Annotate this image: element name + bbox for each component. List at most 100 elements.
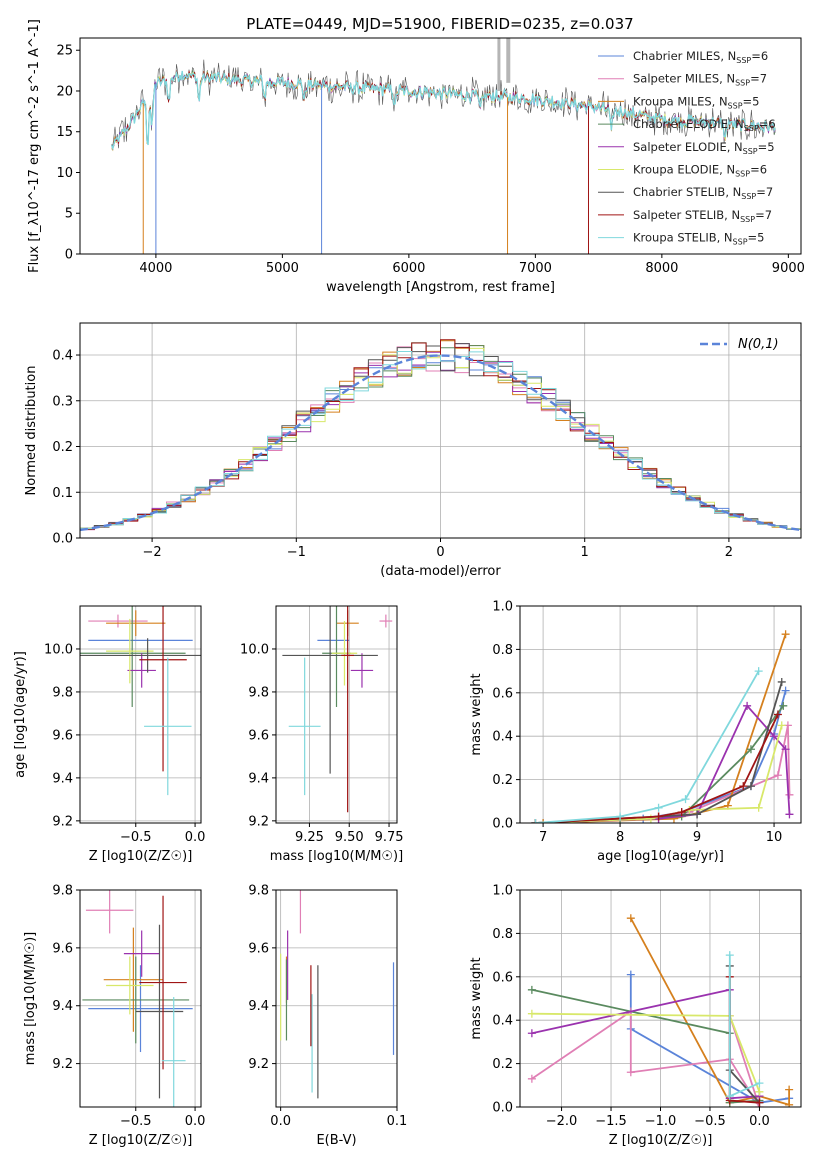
x-tick-label: −0.5 — [120, 1114, 152, 1129]
legend-label: Kroupa STELIB, NSSP=5 — [633, 231, 764, 247]
y-tick-label: 9.2 — [52, 814, 73, 829]
weight-marker — [755, 1087, 764, 1096]
y-tick-label: 9.6 — [248, 941, 269, 956]
plot-area — [80, 339, 801, 532]
y-tick-label: 0.3 — [52, 394, 73, 409]
weight-marker — [779, 701, 788, 710]
legend-label: Kroupa MILES, NSSP=5 — [633, 94, 759, 110]
y-tick-label: 9.8 — [52, 685, 73, 700]
x-axis-label: Z [log10(Z/Z☉)] — [609, 1133, 713, 1148]
weight-marker — [777, 721, 786, 730]
legend-label: N(0,1) — [738, 337, 779, 352]
weight-marker — [527, 985, 536, 994]
spectrum-line-8 — [110, 70, 776, 151]
x-tick-label: 0.0 — [749, 1114, 770, 1129]
x-axis-label: Z [log10(Z/Z☉)] — [89, 849, 193, 864]
weight-marker — [743, 701, 752, 710]
x-tick-label: 0.0 — [270, 1114, 291, 1129]
weight-marker — [527, 1029, 536, 1038]
weight-marker — [754, 803, 763, 812]
x-tick-label: 8000 — [645, 261, 678, 276]
chart-age_vs_Z: −0.5 0.0 9.2 9.4 9.6 9.8 10.0 Z [log10(Z/Z☉)] ag… — [13, 605, 205, 864]
y-tick-label: 0.2 — [492, 773, 513, 788]
y-tick-label: 0 — [65, 248, 73, 263]
weight-marker — [739, 782, 748, 791]
y-tick-label: 9.4 — [248, 771, 269, 786]
plot-area — [80, 606, 201, 796]
spectrum-legend: Chabrier MILES, NSSP=6 Salpeter MILES, NS… — [598, 49, 776, 247]
y-tick-label: 9.8 — [52, 884, 73, 899]
y-axis-label: Flux [f_λ10^-17 erg cm^-2 s^-1 A^-1] — [27, 19, 42, 273]
x-tick-label: 2 — [725, 545, 733, 560]
y-tick-label: 0.1 — [52, 486, 73, 501]
y-tick-label: 9.4 — [248, 999, 269, 1014]
weight-marker — [616, 812, 625, 821]
y-axis-label: mass [log10(M/M☉)] — [23, 932, 38, 1065]
y-tick-label: 9.6 — [52, 728, 73, 743]
x-tick-label: 7 — [539, 830, 547, 845]
weight-marker — [755, 1079, 764, 1088]
x-tick-label: −1.5 — [595, 1114, 627, 1129]
chart-residuals: −2 −1 0 1 2 0.0 0.1 0.2 0.3 0.4 (data-model)/error… — [24, 322, 802, 579]
x-tick-label: 0 — [436, 545, 444, 560]
axes-frame — [275, 605, 398, 824]
x-tick-label: 4000 — [139, 261, 172, 276]
histogram-7 — [80, 339, 801, 530]
weight-marker — [626, 970, 635, 979]
y-tick-label: 10 — [56, 166, 73, 181]
legend-label: Chabrier STELIB, NSSP=7 — [633, 185, 773, 201]
x-tick-label: 9.25 — [295, 830, 324, 845]
y-tick-label: 5 — [65, 207, 73, 222]
weight-marker — [527, 1009, 536, 1018]
spectrum-spike — [497, 38, 501, 91]
x-tick-label: 9 — [693, 830, 701, 845]
y-tick-label: 0.0 — [52, 532, 73, 547]
y-tick-label: 9.2 — [248, 814, 269, 829]
x-axis-label: Z [log10(Z/Z☉)] — [89, 1133, 193, 1148]
x-tick-label: 6000 — [392, 261, 425, 276]
weight-marker — [781, 630, 790, 639]
plot-area — [531, 630, 794, 823]
weight-marker — [539, 819, 548, 823]
x-tick-label: 9.50 — [335, 830, 364, 845]
weight-marker — [785, 810, 794, 819]
weight-line-1 — [531, 1009, 761, 1107]
weight-marker — [785, 1100, 794, 1107]
y-tick-label: 0.2 — [52, 440, 73, 455]
plot-area — [82, 890, 193, 1107]
y-tick-label: 0.6 — [492, 970, 513, 985]
x-axis-label: wavelength [Angstrom, rest frame] — [326, 280, 555, 295]
y-tick-label: 15 — [56, 125, 73, 140]
y-axis-label: mass weight — [469, 673, 484, 755]
weight-marker — [527, 1074, 536, 1083]
axes-frame — [519, 889, 802, 1108]
y-tick-label: 9.2 — [52, 1057, 73, 1072]
y-tick-label: 25 — [56, 44, 73, 59]
x-axis-label: mass [log10(M/M☉)] — [270, 849, 403, 864]
y-tick-label: 9.6 — [52, 941, 73, 956]
weight-marker — [531, 819, 540, 823]
chart-spectrum: 4000 5000 6000 7000 8000 9000 0 5 10 15 20 25 wavele… — [27, 19, 805, 295]
weight-marker — [746, 745, 755, 754]
x-tick-label: 9000 — [772, 261, 805, 276]
y-tick-label: 1.0 — [492, 600, 513, 615]
weight-marker — [725, 1092, 734, 1101]
weight-marker — [785, 1085, 794, 1094]
x-tick-label: 10 — [766, 830, 783, 845]
spectrum-spike — [506, 38, 511, 83]
x-tick-label: 5000 — [266, 261, 299, 276]
y-tick-label: 0.0 — [492, 1101, 513, 1116]
weight-marker — [777, 677, 786, 686]
x-tick-label: 1 — [581, 545, 589, 560]
axes-frame — [79, 322, 802, 539]
legend-label: Chabrier MILES, NSSP=6 — [633, 49, 768, 65]
plot-area — [527, 914, 794, 1107]
x-tick-label: −1 — [287, 545, 306, 560]
weight-marker — [773, 710, 782, 719]
y-tick-label: 10.0 — [44, 642, 73, 657]
weight-marker — [677, 808, 686, 817]
weight-marker — [646, 814, 655, 823]
x-axis-label: age [log10(age/yr)] — [597, 849, 724, 864]
y-tick-label: 0.0 — [492, 817, 513, 832]
x-tick-label: 9.75 — [375, 830, 404, 845]
